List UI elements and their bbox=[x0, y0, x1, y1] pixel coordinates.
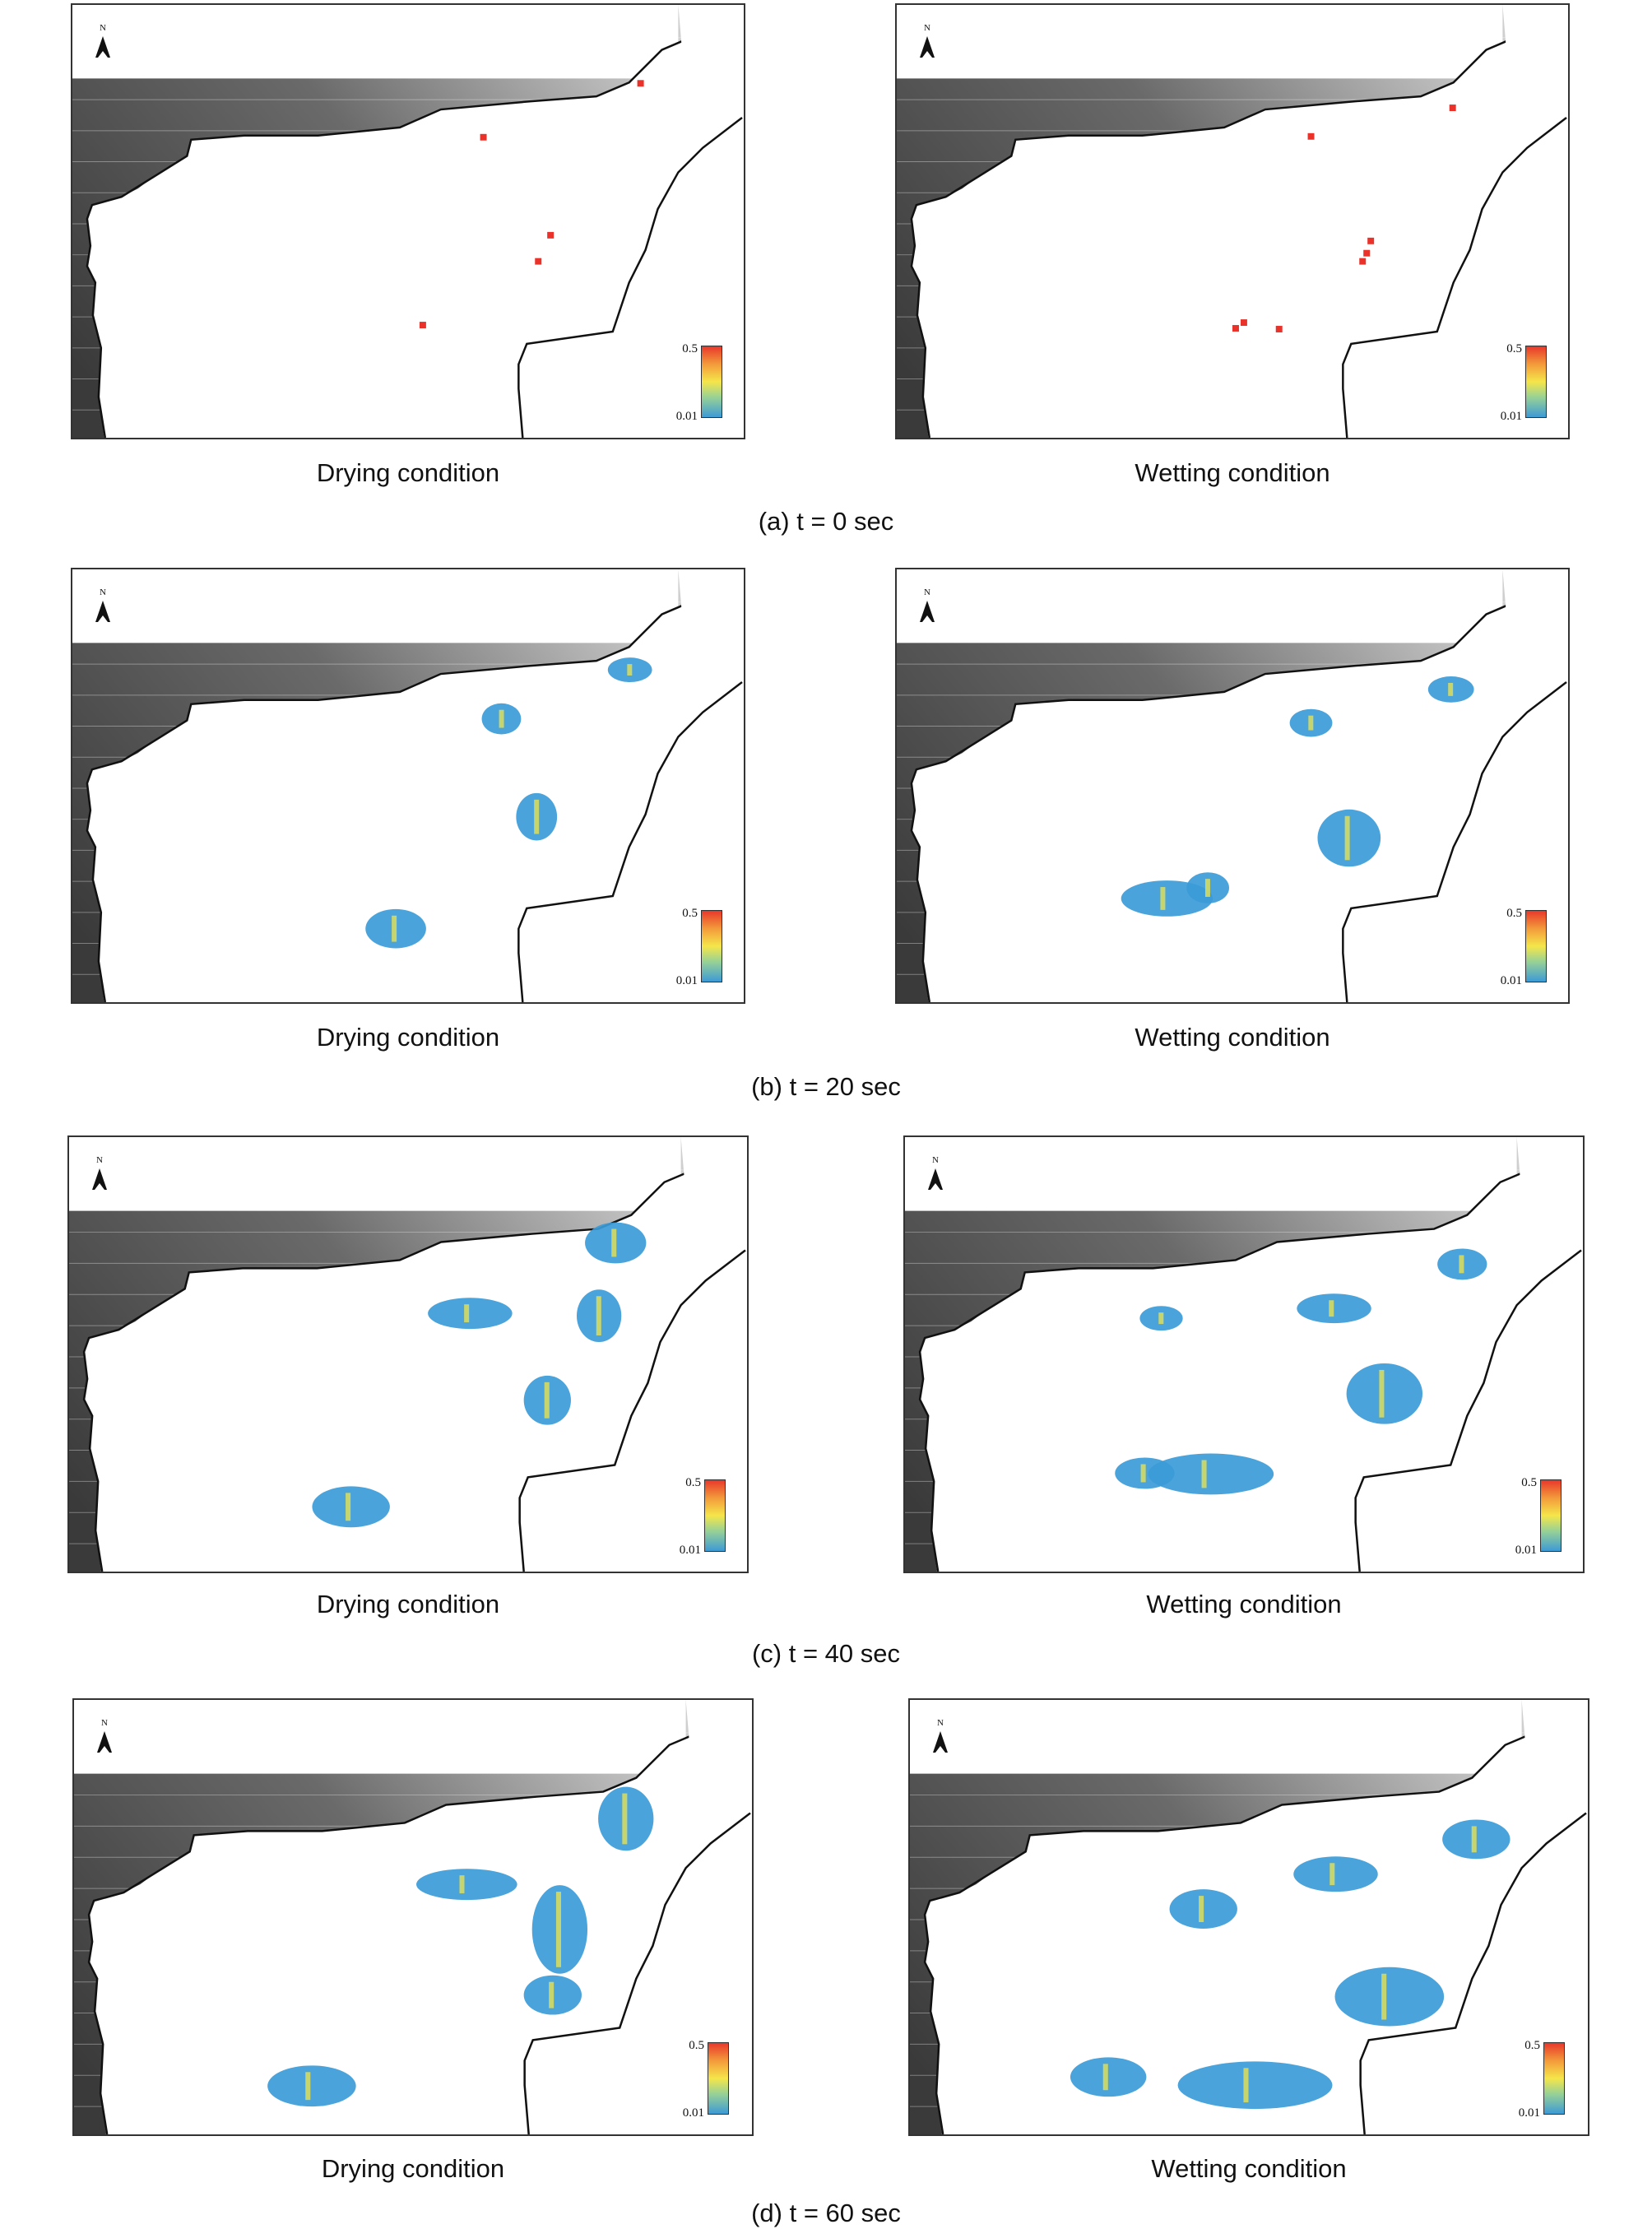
color-legend: 0.5 0.01 bbox=[1483, 907, 1548, 989]
time-caption-d: (d) t = 60 sec bbox=[751, 2199, 901, 2227]
color-legend: 0.5 0.01 bbox=[1501, 2039, 1566, 2121]
legend-max-label: 0.5 bbox=[682, 907, 698, 920]
terrain-map bbox=[897, 569, 1568, 1002]
map-panel-b-drying: N 0.5 0.01 bbox=[71, 568, 745, 1004]
terrain-map bbox=[910, 1700, 1588, 2134]
map-panel-a-wetting: N 0.5 0.01 bbox=[895, 3, 1570, 439]
north-arrow-icon: N bbox=[90, 587, 115, 625]
legend-max-label: 0.5 bbox=[685, 1476, 701, 1489]
map-panel-c-wetting: N 0.5 0.01 bbox=[903, 1135, 1585, 1573]
legend-max-label: 0.5 bbox=[1506, 907, 1522, 920]
panel-label-drying: Drying condition bbox=[316, 1590, 500, 1618]
north-arrow-icon: N bbox=[928, 1718, 953, 1756]
time-caption-a: (a) t = 0 sec bbox=[758, 507, 894, 536]
color-legend: 0.5 0.01 bbox=[665, 2039, 731, 2121]
north-arrow-icon: N bbox=[92, 1718, 117, 1756]
terrain-map bbox=[897, 5, 1568, 438]
north-arrow-icon: N bbox=[915, 587, 940, 625]
legend-max-label: 0.5 bbox=[1524, 2039, 1540, 2052]
legend-color-bar bbox=[704, 1479, 726, 1552]
legend-min-label: 0.01 bbox=[675, 410, 698, 423]
color-legend: 0.5 0.01 bbox=[1483, 342, 1548, 425]
panel-label-wetting: Wetting condition bbox=[1135, 458, 1330, 487]
legend-min-label: 0.01 bbox=[1518, 2106, 1540, 2120]
legend-min-label: 0.01 bbox=[679, 1544, 701, 1557]
panel-label-wetting: Wetting condition bbox=[1146, 1590, 1342, 1618]
legend-color-bar bbox=[701, 910, 722, 982]
legend-min-label: 0.01 bbox=[1500, 410, 1522, 423]
map-panel-d-drying: N 0.5 0.01 bbox=[72, 1698, 754, 2136]
panel-label-drying: Drying condition bbox=[316, 1023, 500, 1052]
time-caption-c: (c) t = 40 sec bbox=[751, 1639, 901, 1668]
legend-max-label: 0.5 bbox=[1506, 342, 1522, 355]
legend-color-bar bbox=[1525, 910, 1547, 982]
legend-min-label: 0.01 bbox=[1500, 974, 1522, 987]
time-caption-b: (b) t = 20 sec bbox=[751, 1072, 901, 1101]
map-panel-d-wetting: N 0.5 0.01 bbox=[908, 1698, 1589, 2136]
terrain-map bbox=[74, 1700, 752, 2134]
map-panel-a-drying: N 0.5 0.01 bbox=[71, 3, 745, 439]
legend-color-bar bbox=[1525, 346, 1547, 418]
north-arrow-icon: N bbox=[915, 23, 940, 61]
legend-min-label: 0.01 bbox=[682, 2106, 704, 2120]
legend-max-label: 0.5 bbox=[689, 2039, 704, 2052]
panel-label-drying: Drying condition bbox=[321, 2154, 505, 2183]
legend-color-bar bbox=[1543, 2042, 1565, 2115]
panel-label-wetting: Wetting condition bbox=[1135, 1023, 1330, 1052]
panel-label-drying: Drying condition bbox=[316, 458, 500, 487]
north-arrow-icon: N bbox=[90, 23, 115, 61]
legend-max-label: 0.5 bbox=[1521, 1476, 1537, 1489]
north-arrow-icon: N bbox=[923, 1155, 948, 1193]
terrain-map bbox=[72, 5, 744, 438]
legend-color-bar bbox=[1540, 1479, 1562, 1552]
panel-label-wetting: Wetting condition bbox=[1151, 2154, 1347, 2183]
color-legend: 0.5 0.01 bbox=[1497, 1476, 1563, 1558]
north-arrow-icon: N bbox=[87, 1155, 112, 1193]
map-panel-b-wetting: N 0.5 0.01 bbox=[895, 568, 1570, 1004]
color-legend: 0.5 0.01 bbox=[658, 907, 724, 989]
legend-max-label: 0.5 bbox=[682, 342, 698, 355]
terrain-map bbox=[72, 569, 744, 1002]
legend-min-label: 0.01 bbox=[675, 974, 698, 987]
terrain-map bbox=[69, 1137, 747, 1572]
legend-color-bar bbox=[708, 2042, 729, 2115]
map-panel-c-drying: N 0.5 0.01 bbox=[67, 1135, 749, 1573]
terrain-map bbox=[905, 1137, 1583, 1572]
legend-color-bar bbox=[701, 346, 722, 418]
legend-min-label: 0.01 bbox=[1515, 1544, 1537, 1557]
color-legend: 0.5 0.01 bbox=[658, 342, 724, 425]
color-legend: 0.5 0.01 bbox=[661, 1476, 727, 1558]
